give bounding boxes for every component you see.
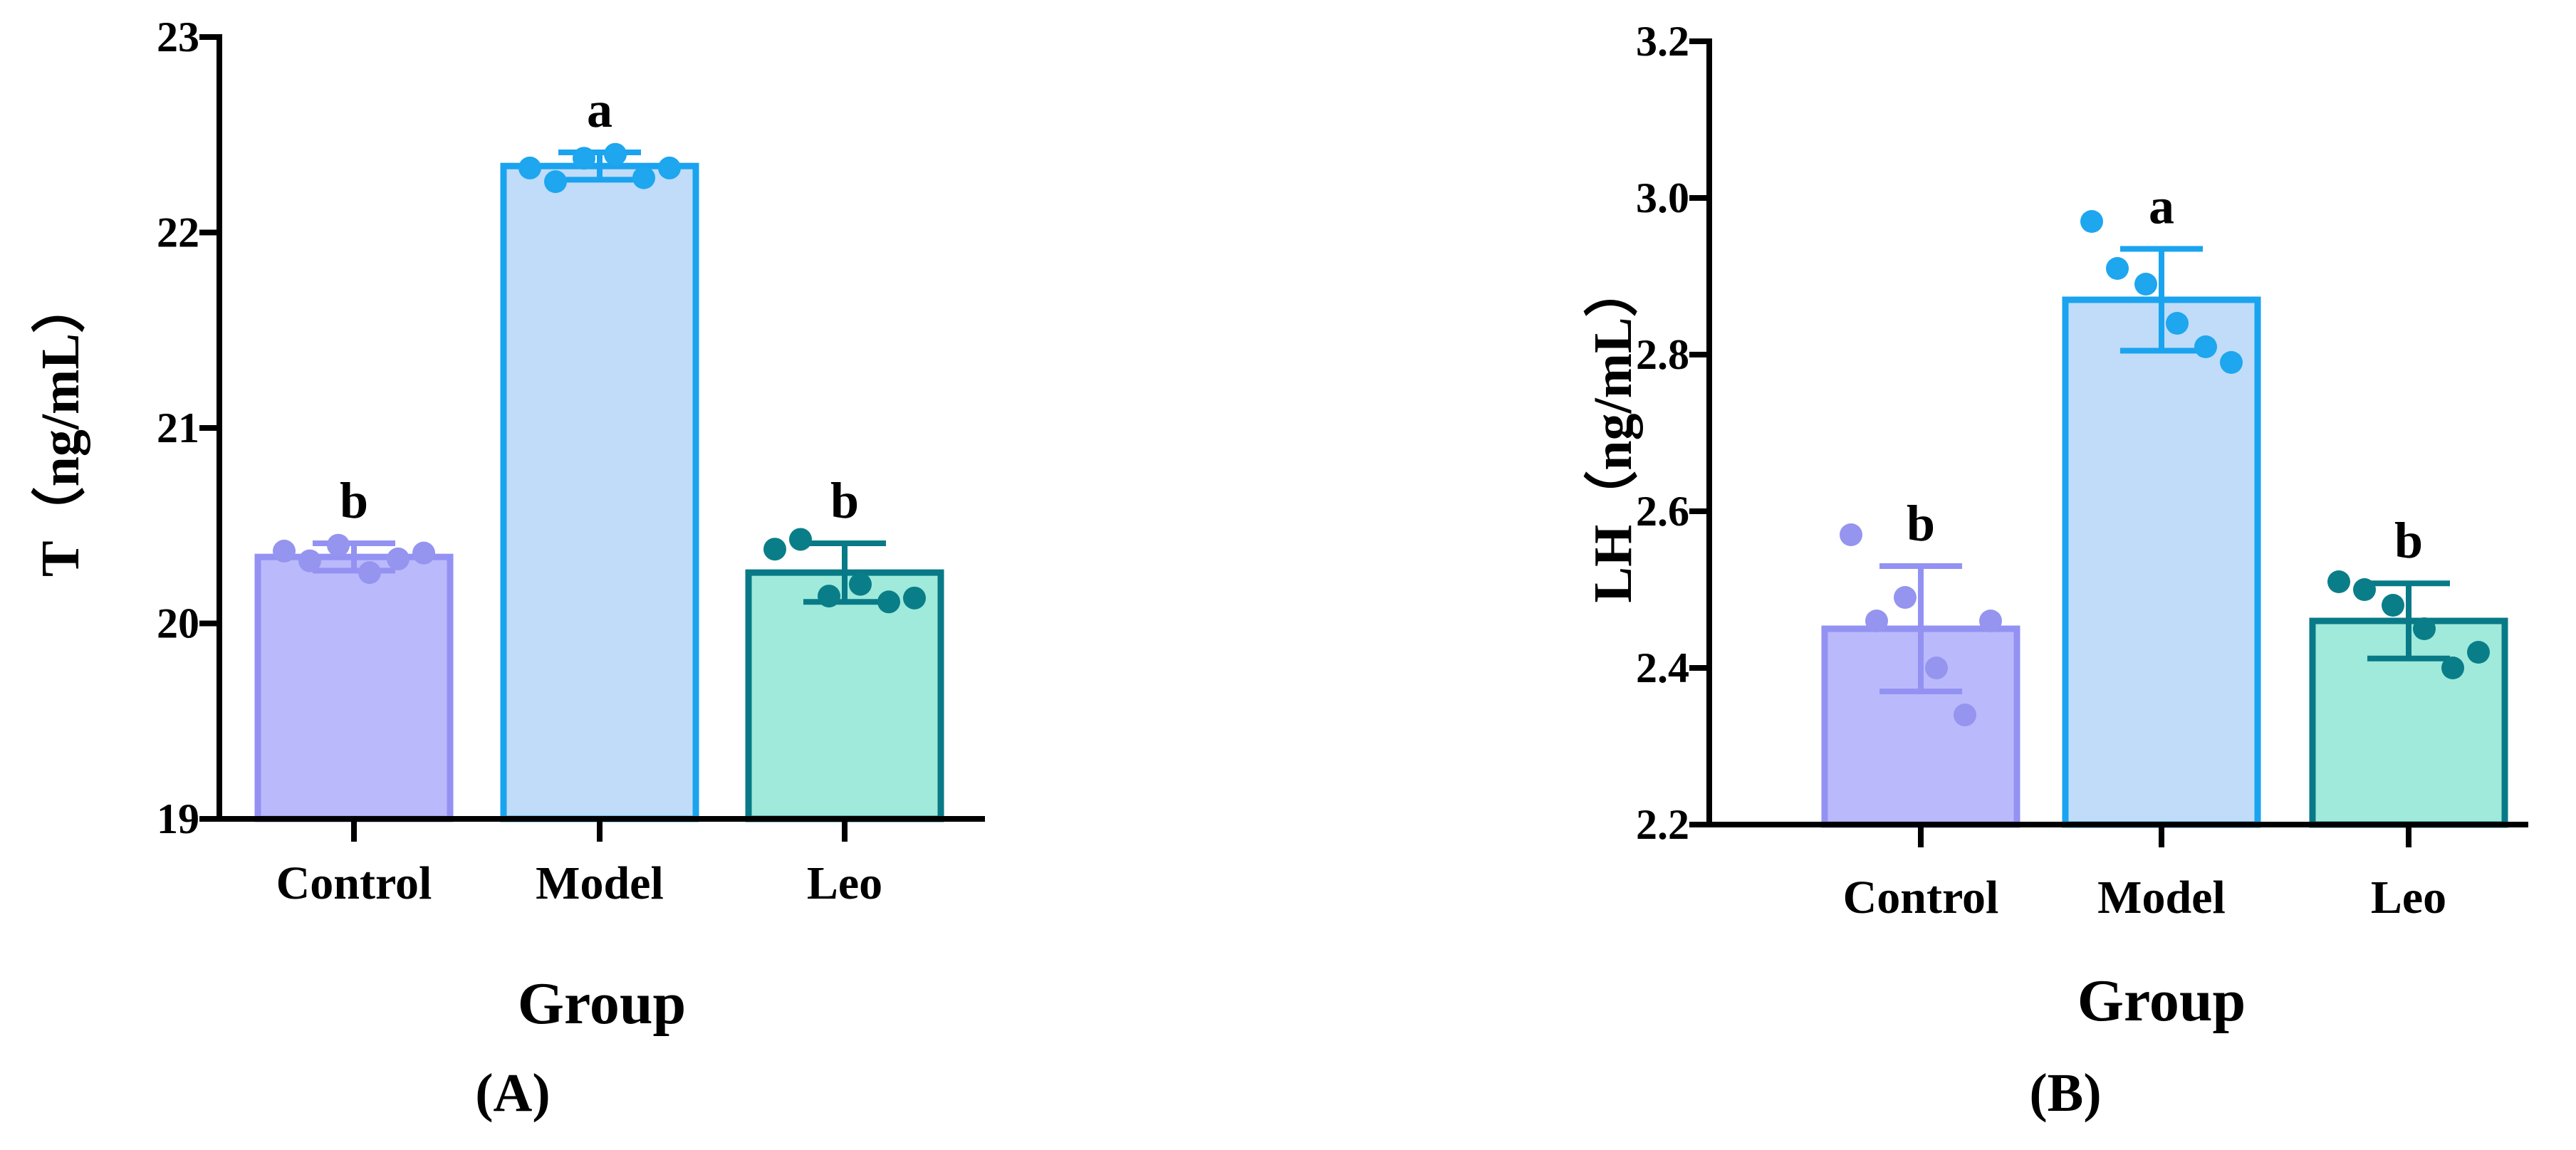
x-axis-title: Group <box>2077 968 2246 1034</box>
error-bar-leo <box>803 540 886 605</box>
bar-model <box>2062 296 2261 828</box>
y-tick-label: 22 <box>157 209 199 256</box>
x-tick-label: Model <box>2097 872 2226 924</box>
data-point-control <box>412 541 435 565</box>
x-tick-label: Leo <box>807 857 882 909</box>
y-tick-label: 23 <box>157 14 199 61</box>
y-tick-label: 21 <box>157 404 199 451</box>
y-axis-title: T（ng/mL） <box>31 279 90 577</box>
data-point-leo <box>849 573 872 596</box>
panel-label: (B) <box>2029 1063 2101 1123</box>
bar-model <box>500 162 699 822</box>
data-point-control <box>298 549 321 573</box>
data-point-control <box>1894 586 1917 609</box>
x-tick-label: Leo <box>2371 872 2446 924</box>
significance-label: a <box>2149 178 2174 235</box>
y-tick-label: 2.2 <box>1636 801 1689 848</box>
y-tick-label: 3.2 <box>1636 18 1689 65</box>
panel-b: b a b 2.2 2.4 2.6 2.8 3.0 3.2 Control Model Leo Grou… <box>1583 18 2528 1123</box>
data-point-control <box>1840 523 1862 546</box>
panel-a: b a b 19 20 21 22 23 Control Model Leo Group T（ng/mL… <box>31 14 985 1123</box>
data-point-control <box>1925 657 1948 679</box>
error-bar-control <box>313 540 395 574</box>
data-point-model <box>604 142 627 166</box>
data-point-model <box>2166 312 2189 335</box>
data-point-leo <box>2353 578 2376 601</box>
data-point-control <box>1979 610 2002 632</box>
significance-label: b <box>1907 495 1935 552</box>
data-point-model <box>2106 257 2129 280</box>
data-point-leo <box>763 538 786 561</box>
data-point-control <box>273 539 296 563</box>
y-tick-label: 19 <box>157 795 199 842</box>
y-tick-label: 3.0 <box>1636 174 1689 221</box>
panel-label: (A) <box>475 1063 551 1123</box>
error-bar-model <box>2120 246 2203 354</box>
data-point-model <box>2194 335 2217 358</box>
data-point-control <box>327 533 350 557</box>
data-point-leo <box>903 586 926 610</box>
x-tick-label: Control <box>1843 872 1999 924</box>
x-axis-title: Group <box>518 971 687 1037</box>
data-point-control <box>358 561 381 585</box>
data-point-control <box>387 547 410 570</box>
error-bar-model <box>558 149 641 183</box>
bar-control <box>254 553 454 822</box>
data-point-model <box>2220 351 2243 374</box>
data-point-model <box>658 156 681 179</box>
data-point-control <box>1865 610 1888 632</box>
significance-label: b <box>830 472 859 529</box>
significance-label: a <box>587 81 612 138</box>
y-axis-title: LH（ng/mL） <box>1583 263 1643 602</box>
data-point-model <box>632 166 655 189</box>
x-tick-label: Model <box>536 857 664 909</box>
bar-leo <box>745 569 944 822</box>
data-point-model <box>518 156 541 179</box>
error-bar-leo <box>2367 580 2450 662</box>
data-point-leo <box>818 585 840 608</box>
data-point-leo <box>2441 657 2464 679</box>
y-tick-label: 20 <box>157 600 199 647</box>
data-point-leo <box>877 590 900 614</box>
data-point-leo <box>2382 594 2404 617</box>
y-tick-label: 2.8 <box>1636 331 1689 378</box>
data-point-leo <box>2327 570 2350 593</box>
significance-label: b <box>340 472 368 529</box>
data-point-leo <box>2467 641 2490 664</box>
data-point-model <box>2080 210 2103 233</box>
data-point-model <box>573 147 595 170</box>
data-point-control <box>1954 704 1976 726</box>
significance-label: b <box>2394 512 2423 569</box>
data-point-model <box>544 170 567 194</box>
y-tick-label: 2.6 <box>1636 488 1689 535</box>
data-point-leo <box>2413 617 2436 640</box>
x-tick-label: Control <box>276 857 432 909</box>
error-bar-control <box>1879 563 1962 694</box>
data-point-model <box>2134 273 2157 296</box>
y-tick-label: 2.4 <box>1636 644 1689 691</box>
data-point-leo <box>789 528 812 551</box>
